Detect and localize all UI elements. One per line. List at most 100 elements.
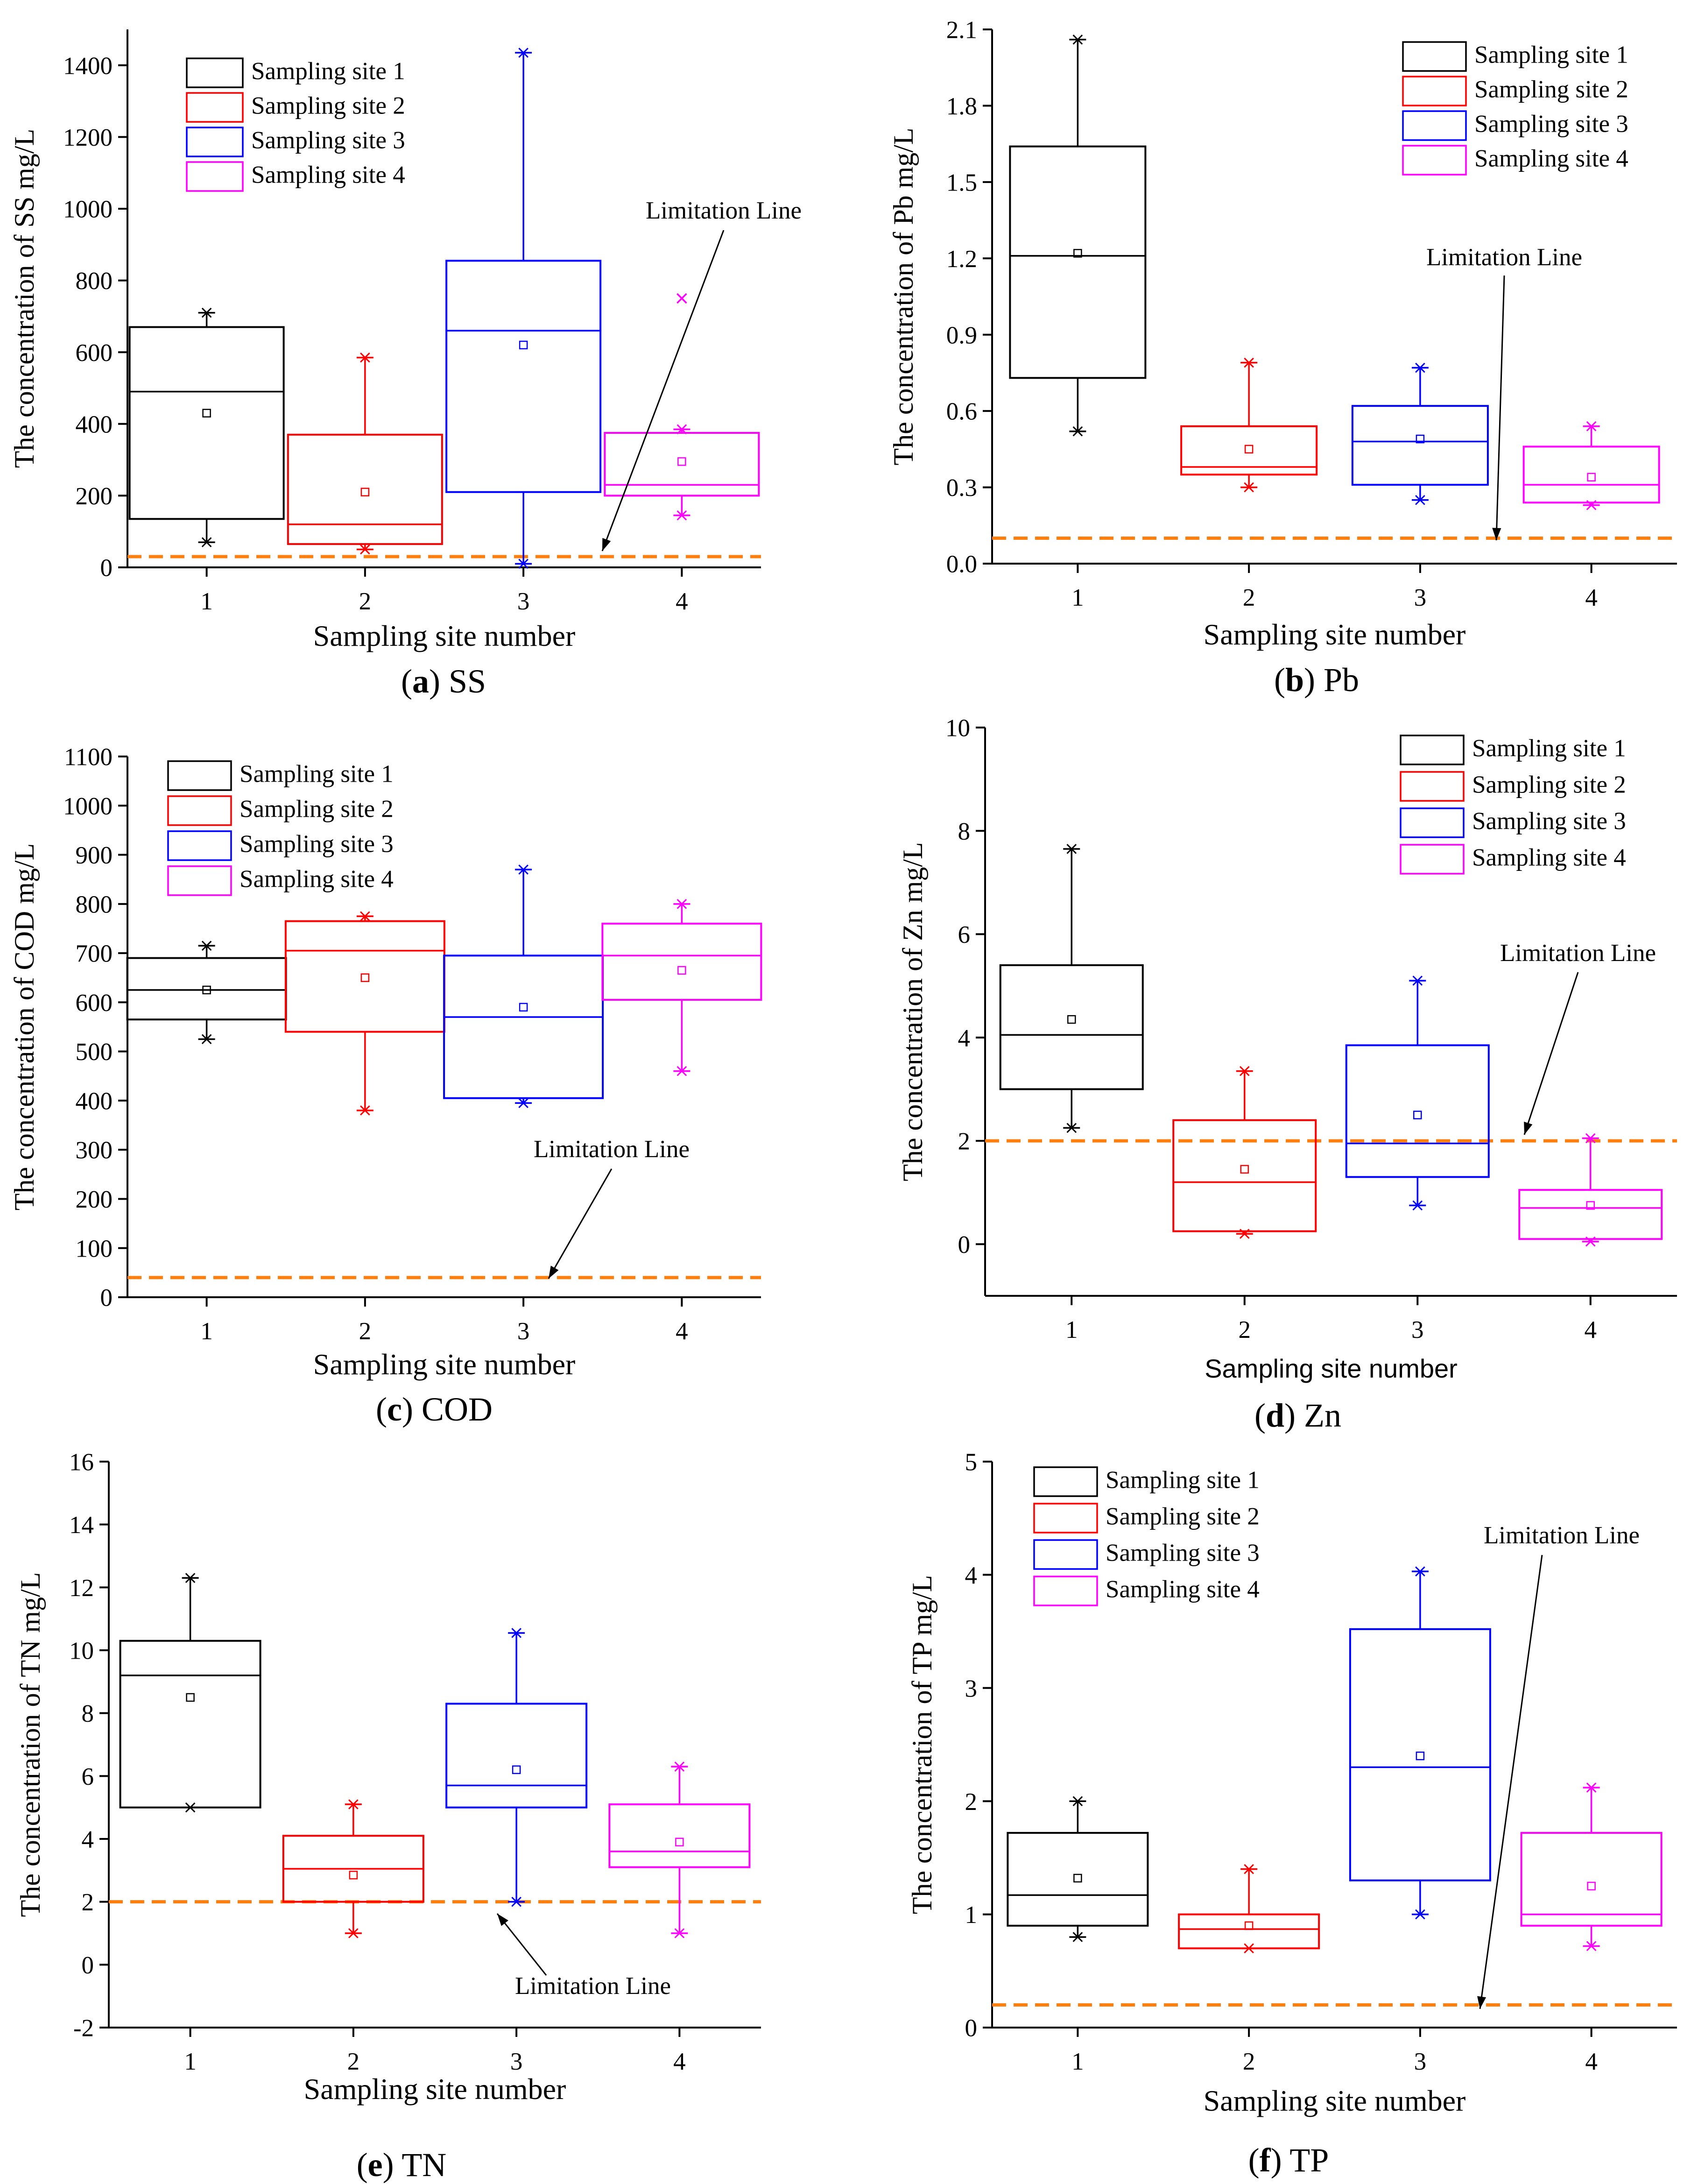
max-marker (1243, 357, 1255, 368)
y-tick-label: 1000 (63, 793, 113, 820)
legend-swatch (167, 865, 232, 896)
max-marker (1414, 362, 1426, 373)
legend-swatch (1033, 1503, 1098, 1534)
limitation-arrow (1479, 1555, 1543, 2009)
y-tick-label: 8 (82, 1700, 94, 1727)
min-marker (1071, 426, 1084, 437)
iqr-box (443, 954, 604, 1099)
box-site-3 (445, 1628, 588, 1907)
max-marker (1584, 1133, 1597, 1144)
y-tick-label: 2 (82, 1889, 94, 1916)
legend-label: Sampling site 1 (1472, 735, 1626, 762)
y-tick-label: 1200 (63, 124, 113, 151)
y-tick-label: 600 (76, 339, 113, 367)
x-tick-label: 2 (1243, 2048, 1255, 2075)
caption-paren: ( (1248, 2142, 1260, 2179)
legend-swatch (186, 161, 244, 192)
mean-marker (1586, 1201, 1595, 1210)
min-marker (1411, 1200, 1424, 1211)
legend-label: Sampling site 2 (1474, 76, 1628, 103)
y-tick-label: 0 (965, 2015, 978, 2042)
x-tick-label: 4 (673, 2048, 686, 2075)
x-tick-label: 4 (1585, 584, 1598, 611)
max-marker (359, 911, 371, 921)
caption-paren: ) (383, 2146, 394, 2184)
legend-label: Sampling site 4 (1474, 145, 1628, 172)
legend-label: Sampling site 4 (240, 866, 394, 893)
y-tick-label: 10 (945, 715, 970, 742)
iqr-box (1009, 145, 1147, 379)
min-marker (1243, 482, 1255, 493)
mean-marker (1416, 434, 1425, 444)
panel-f: 0 1 2 3 4 5 1 2 3 4 Limitation Line Sampling site 1… (907, 1449, 1677, 2179)
caption-letter: c (387, 1391, 402, 1428)
box-site-4 (608, 1761, 751, 1938)
mean-marker (1240, 1165, 1249, 1174)
box-site-3 (1349, 1566, 1491, 1920)
iqr-box (999, 964, 1144, 1090)
y-tick-label: 6 (82, 1763, 94, 1790)
min-marker (1065, 1123, 1078, 1133)
iqr-box (287, 433, 443, 545)
max-marker (1238, 1066, 1251, 1076)
min-marker (673, 1928, 686, 1938)
x-tick-label: 1 (184, 2048, 197, 2075)
x-axis-label: Sampling site number (1204, 618, 1466, 651)
limitation-label: Limitation Line (515, 1972, 671, 2000)
x-axis-label: Sampling site number (313, 1348, 576, 1381)
iqr-box (128, 326, 285, 520)
y-tick-label: 1 (965, 1901, 978, 1929)
y-tick-label: 300 (76, 1137, 113, 1164)
legend-label: Sampling site 1 (1106, 1467, 1260, 1494)
y-tick-label: 0.3 (946, 474, 977, 502)
y-tick-label: 4 (965, 1562, 978, 1589)
y-tick-label: 2 (965, 1788, 978, 1816)
y-tick-label: 400 (76, 411, 113, 438)
min-marker (676, 510, 688, 521)
x-tick-label: 4 (1585, 2048, 1598, 2075)
box-site-1 (128, 307, 285, 548)
caption-paren: ) (1304, 661, 1315, 699)
iqr-box (1345, 1044, 1490, 1178)
limitation-arrowhead (602, 538, 611, 551)
y-axis-label: The concentration of Zn mg/L (897, 842, 928, 1181)
legend-swatch (1400, 807, 1465, 838)
limitation-arrowhead (1477, 1996, 1487, 2009)
legend-label: Sampling site 4 (1106, 1576, 1260, 1603)
iqr-box (1007, 1832, 1149, 1927)
max-marker (1585, 1782, 1598, 1793)
max-marker (1071, 1796, 1084, 1807)
mean-marker (677, 457, 686, 466)
legend-swatch (167, 760, 232, 791)
y-tick-label: 1.5 (946, 169, 977, 196)
y-tick-label: 100 (76, 1235, 113, 1262)
limitation-arrowhead (1492, 528, 1501, 540)
box-site-3 (1351, 362, 1489, 505)
box-site-2 (287, 352, 443, 555)
iqr-box (445, 1703, 588, 1809)
y-tick-label: 900 (76, 842, 113, 869)
iqr-box (1172, 1119, 1317, 1232)
max-marker (200, 307, 213, 318)
mean-marker (1587, 1881, 1596, 1891)
panel-caption: (b) Pb (1274, 661, 1359, 699)
y-tick-label: 600 (76, 990, 113, 1017)
limitation-arrow (548, 1168, 613, 1279)
legend-swatch (1400, 844, 1465, 875)
legend-swatch (186, 92, 244, 123)
min-marker (200, 1034, 213, 1045)
iqr-box (608, 1803, 751, 1868)
mean-marker (1587, 473, 1596, 482)
mean-marker (512, 1765, 521, 1774)
min-marker (1585, 1941, 1598, 1951)
y-tick-label: 2 (958, 1128, 971, 1155)
y-tick-label: 700 (76, 940, 113, 968)
max-marker (517, 48, 530, 58)
legend-swatch (1033, 1576, 1098, 1606)
iqr-box (126, 957, 287, 1021)
x-tick-label: 2 (359, 588, 372, 615)
x-tick-label: 3 (1414, 584, 1427, 611)
iqr-box (1520, 1832, 1663, 1927)
